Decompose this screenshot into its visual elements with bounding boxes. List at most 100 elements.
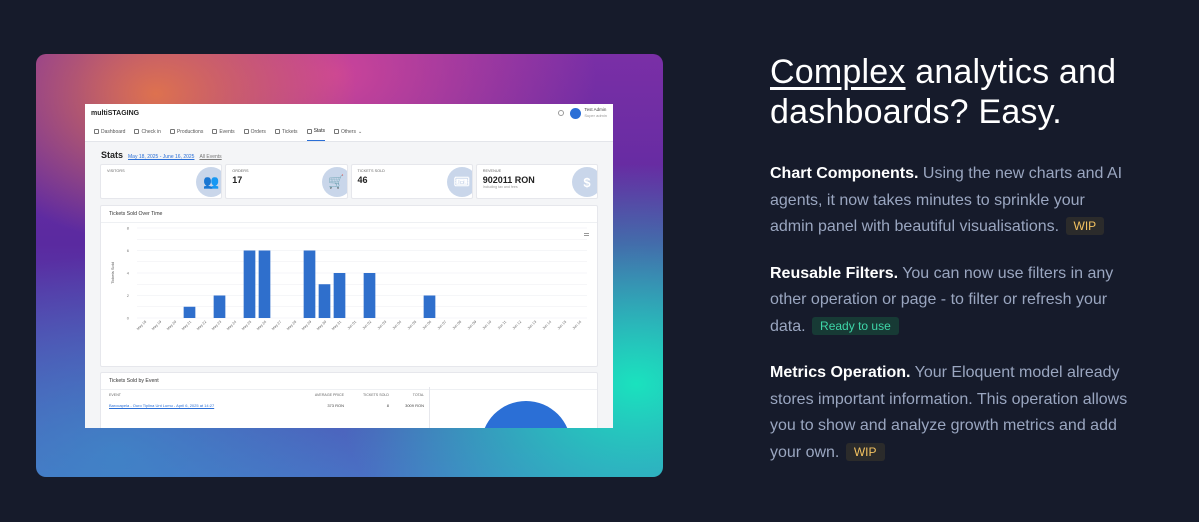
bar <box>423 295 436 318</box>
x-tick-label: May 28 <box>286 320 297 331</box>
x-tick-label: Jun 06 <box>422 320 432 330</box>
chart-icon <box>306 128 312 134</box>
cell-tickets-sold: 8 <box>386 403 389 408</box>
x-tick-label: Jun 11 <box>497 320 507 330</box>
ready-badge: Ready to use <box>812 316 899 335</box>
user-name: Test Admin <box>584 107 607 112</box>
page-title: Stats <box>101 150 124 160</box>
feature-chart-components: Chart Components. Using the new charts a… <box>770 161 1130 241</box>
chevron-down-icon: ⌄ <box>357 128 363 135</box>
stat-label: Visitors <box>107 169 125 173</box>
cell-avg-price: 373 RON <box>327 403 344 408</box>
menu-icon[interactable] <box>584 233 589 236</box>
nav-productions[interactable]: Productions <box>169 122 204 141</box>
stat-sub: Including tax and fees <box>482 185 518 189</box>
stat-cards: Visitors 👥 Orders 17 🛒 Tickets Sold 46 🎟… <box>85 164 613 199</box>
hero-line2: dashboards? Easy. <box>770 93 1062 131</box>
y-axis-label: Tickets Sold <box>110 262 115 284</box>
x-tick-label: Jun 16 <box>572 320 582 330</box>
home-icon <box>94 129 99 134</box>
table-header: Event Average Price Tickets Sold Total <box>101 390 597 400</box>
receipt-icon <box>243 129 249 134</box>
x-tick-label: May 24 <box>226 320 237 331</box>
hero-underlined-word: Complex <box>770 53 906 91</box>
x-tick-label: May 26 <box>256 320 267 331</box>
avatar[interactable] <box>570 107 582 119</box>
stat-label: Revenue <box>482 169 502 173</box>
table-row[interactable]: Barocapela - Ouro Tiplina Unt Lumu - Apr… <box>101 400 597 411</box>
star-icon <box>169 129 175 134</box>
bar <box>333 273 346 318</box>
y-tick-label: 8 <box>127 226 130 231</box>
ticket-icon <box>274 129 280 134</box>
grid-icon <box>333 129 339 134</box>
x-tick-label: Jun 01 <box>347 320 357 330</box>
x-tick-label: Jun 04 <box>392 320 402 330</box>
nav-others[interactable]: Others ⌄ <box>333 122 363 141</box>
wip-badge: WIP <box>1065 217 1105 235</box>
y-tick-label: 6 <box>127 248 130 253</box>
chart-title: Tickets Sold Over Time <box>101 206 597 223</box>
y-tick-label: 2 <box>127 293 130 298</box>
nav-label: Tickets <box>281 128 298 135</box>
hero-heading: Complex analytics and dashboards? Easy. <box>770 52 1170 132</box>
nav-stats[interactable]: Stats <box>306 122 325 141</box>
nav-check-in[interactable]: Check in <box>134 122 161 141</box>
cell-total: 3009 RON <box>405 403 424 408</box>
feature-reusable-filters: Reusable Filters. You can now use filter… <box>770 261 1130 341</box>
bar <box>213 295 226 318</box>
hero-line1: analytics and <box>905 53 1117 91</box>
x-tick-label: Jun 07 <box>437 320 447 330</box>
users-icon: 👥 <box>196 167 222 197</box>
nav-label: Check in <box>141 128 161 135</box>
x-tick-label: May 20 <box>166 320 177 331</box>
bar <box>303 250 316 318</box>
feature-metrics-operation: Metrics Operation. Your Eloquent model a… <box>770 360 1130 466</box>
col-tickets-sold: Tickets Sold <box>363 393 389 397</box>
event-link[interactable]: Barocapela - Ouro Tiplina Unt Lumu - Apr… <box>109 403 215 408</box>
check-icon <box>134 129 140 134</box>
stat-card-orders: Orders 17 🛒 <box>225 164 348 199</box>
x-tick-label: Jun 15 <box>557 320 567 330</box>
bar <box>363 273 376 318</box>
feature-text: Your Eloquent model already stores impor… <box>770 364 1128 461</box>
dollar-icon: $ <box>572 167 597 197</box>
bar <box>258 250 271 318</box>
date-range-picker[interactable]: May 18, 2025 - June 16, 2025 <box>128 154 195 160</box>
dashboard-screenshot: multiSTAGING Test Admin Super admin Dash… <box>85 104 613 428</box>
nav-dashboard[interactable]: Dashboard <box>94 122 125 141</box>
table-panel: Tickets Sold by Event Event Average Pric… <box>100 372 598 428</box>
settings-icon[interactable] <box>558 110 565 116</box>
divider <box>429 387 430 428</box>
chart-panel: Tickets Sold Over Time 0 2 4 6 8 Tickets Sold… <box>100 205 598 367</box>
stat-label: Orders <box>232 169 249 173</box>
nav-orders[interactable]: Orders <box>243 122 266 141</box>
user-info[interactable]: Test Admin Super admin <box>584 107 607 119</box>
feature-copy: Complex analytics and dashboards? Easy. … <box>770 52 1170 466</box>
x-tick-label: Jun 12 <box>512 320 522 330</box>
nav-events[interactable]: Events <box>212 122 235 141</box>
ticket-icon: 🎟 <box>446 167 472 197</box>
x-tick-label: Jun 10 <box>482 320 492 330</box>
stat-value: 17 <box>232 175 243 185</box>
cart-icon: 🛒 <box>321 167 347 197</box>
nav-tickets[interactable]: Tickets <box>274 122 298 141</box>
user-role: Super admin <box>584 113 607 118</box>
stat-card-tickets: Tickets Sold 46 🎟 <box>350 164 473 199</box>
dashboard-nav: Dashboard Check in Productions Events Or… <box>85 122 613 142</box>
col-avg-price: Average Price <box>314 393 344 397</box>
event-filter[interactable]: All Events <box>199 154 222 160</box>
x-tick-label: May 25 <box>241 320 252 331</box>
x-tick-label: May 30 <box>316 320 327 331</box>
x-tick-label: Jun 14 <box>542 320 552 330</box>
x-tick-label: May 21 <box>181 320 192 331</box>
nav-label: Others <box>340 128 356 135</box>
col-event: Event <box>109 393 121 397</box>
x-tick-label: Jun 03 <box>377 320 387 330</box>
x-tick-label: May 22 <box>196 320 207 331</box>
dashboard-topbar: multiSTAGING Test Admin Super admin <box>85 104 613 122</box>
x-tick-label: May 18 <box>136 320 147 331</box>
bar <box>318 284 331 318</box>
col-total: Total <box>412 393 424 397</box>
nav-label: Productions <box>176 128 204 135</box>
